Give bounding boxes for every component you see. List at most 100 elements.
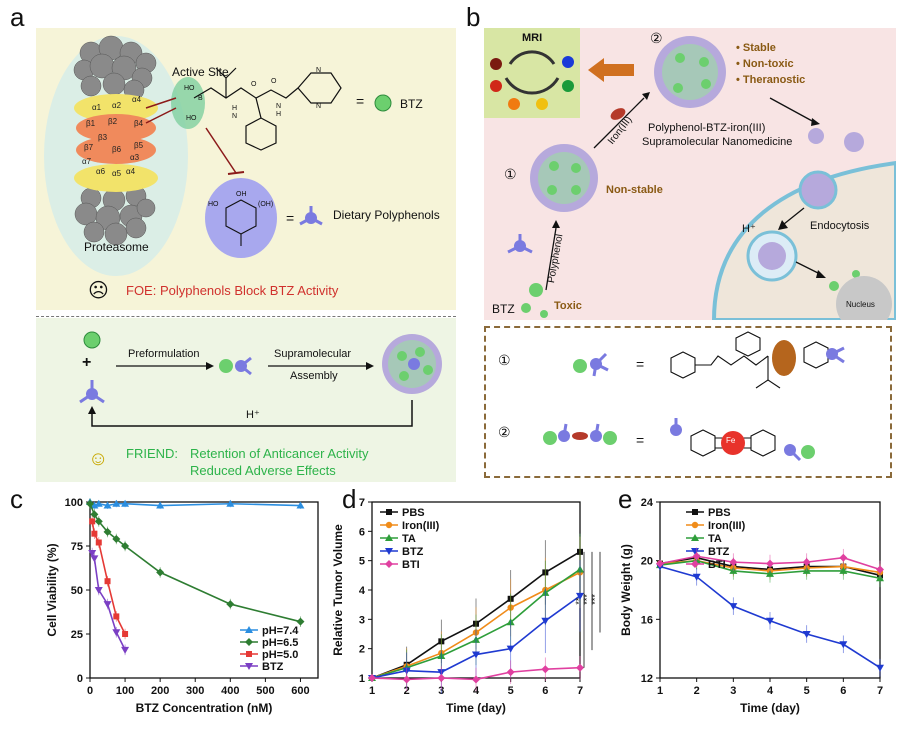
legend-label: PBS bbox=[402, 507, 425, 519]
significance-label: ** bbox=[574, 597, 584, 605]
data-point bbox=[692, 573, 701, 581]
panel-c-label: c bbox=[10, 484, 23, 514]
panel-a-label: a bbox=[10, 2, 25, 32]
x-tick-label: 4 bbox=[767, 685, 774, 697]
svg-text:α4: α4 bbox=[126, 167, 136, 176]
mri-box bbox=[484, 28, 580, 118]
data-point bbox=[839, 566, 848, 574]
y-tick-label: 4 bbox=[359, 585, 366, 597]
legend-marker bbox=[386, 509, 392, 515]
y-tick-label: 12 bbox=[641, 673, 653, 685]
x-axis-label: Time (day) bbox=[740, 701, 800, 715]
plot-frame bbox=[659, 501, 881, 679]
svg-text:β6: β6 bbox=[112, 145, 122, 154]
legend-label: pH=7.4 bbox=[262, 625, 299, 637]
data-point bbox=[94, 517, 103, 526]
legend-label: Iron(III) bbox=[402, 520, 440, 532]
data-point bbox=[90, 555, 99, 563]
assembly-label: Assembly bbox=[290, 370, 338, 382]
svg-text:N: N bbox=[232, 113, 237, 120]
alpha-rings bbox=[74, 94, 158, 192]
x-tick-label: 100 bbox=[116, 685, 134, 697]
y-tick-label: 6 bbox=[359, 526, 365, 538]
legend-step1: ① bbox=[498, 352, 511, 368]
btz-ball-icon-2 bbox=[83, 331, 101, 349]
data-point bbox=[876, 565, 884, 574]
stable-label: • Stable bbox=[736, 42, 776, 54]
data-point bbox=[156, 568, 165, 577]
data-point bbox=[729, 603, 738, 611]
svg-text:=: = bbox=[286, 210, 294, 226]
legend-marker bbox=[245, 663, 253, 670]
legend-label: BTI bbox=[708, 559, 726, 571]
data-point bbox=[368, 674, 376, 682]
x-tick-label: 7 bbox=[877, 685, 883, 697]
x-tick-label: 5 bbox=[508, 685, 514, 697]
data-point bbox=[121, 542, 130, 550]
legend-label: TA bbox=[708, 533, 722, 545]
legend-label: BTZ bbox=[402, 546, 424, 558]
chart-d: 12345671234567Time (day)Relative Tumor V… bbox=[331, 497, 601, 715]
svg-text:α2: α2 bbox=[112, 101, 122, 110]
mri-label: MRI bbox=[522, 32, 543, 44]
data-point bbox=[112, 534, 121, 543]
legend-marker bbox=[246, 651, 252, 657]
beta-rings bbox=[76, 114, 156, 164]
data-point bbox=[122, 631, 129, 637]
data-point bbox=[88, 550, 97, 558]
active-site-arrow bbox=[145, 97, 177, 109]
polyphenols-label: Dietary Polyphenols bbox=[333, 208, 440, 222]
x-tick-label: 1 bbox=[657, 685, 663, 697]
svg-text:(OH): (OH) bbox=[258, 201, 273, 208]
panel-a-bottom: + Preformulation Supramolecular Assembly… bbox=[36, 318, 456, 482]
stable-nanoparticle bbox=[654, 36, 726, 108]
svg-text:β4: β4 bbox=[134, 119, 144, 128]
data-point bbox=[402, 675, 411, 684]
data-point bbox=[226, 499, 235, 507]
data-point bbox=[729, 558, 738, 567]
nanomedicine-diagram bbox=[484, 28, 898, 332]
data-point bbox=[656, 559, 664, 568]
x-tick-label: 500 bbox=[256, 685, 274, 697]
data-point bbox=[472, 651, 480, 659]
y-axis-label: Body Weight (g) bbox=[619, 544, 633, 636]
legend-marker bbox=[691, 521, 699, 529]
btz-structure bbox=[193, 67, 342, 151]
data-point bbox=[839, 641, 848, 649]
nucleus bbox=[836, 276, 892, 332]
y-tick-label: 0 bbox=[77, 673, 83, 685]
panel-e-label: e bbox=[618, 484, 633, 514]
legend-label: pH=6.5 bbox=[262, 637, 298, 649]
x-tick-label: 6 bbox=[840, 685, 846, 697]
data-point bbox=[112, 499, 121, 507]
data-point bbox=[766, 559, 774, 568]
data-point bbox=[472, 675, 480, 684]
x-tick-label: 4 bbox=[473, 685, 480, 697]
data-point bbox=[156, 501, 165, 509]
polyphenol-oval bbox=[205, 178, 277, 258]
btz-ball-icon bbox=[374, 94, 392, 112]
legend-marker bbox=[385, 534, 393, 541]
hplus-label: H⁺ bbox=[246, 409, 260, 421]
svg-text:BTZ: BTZ bbox=[400, 97, 423, 111]
data-point bbox=[226, 600, 235, 609]
legend-label: Iron(III) bbox=[708, 520, 746, 532]
x-tick-label: 5 bbox=[804, 685, 810, 697]
data-point bbox=[506, 645, 515, 653]
legend-marker bbox=[245, 626, 253, 633]
proteasome-diagram: α1 α2 α4 β1 β2 β4 β3 β7 β6 β5 α7 α3 α6 α5 α4 Activ… bbox=[44, 35, 423, 276]
panel-d-label: d bbox=[342, 484, 357, 514]
svg-text:HO: HO bbox=[186, 115, 197, 122]
assembly-diagram bbox=[79, 331, 442, 427]
data-point bbox=[296, 501, 305, 509]
friend-line2: Reduced Adverse Effects bbox=[190, 463, 336, 478]
hplus-return-arrow bbox=[91, 400, 413, 427]
friend-label: FRIEND: bbox=[126, 446, 178, 461]
x-tick-label: 3 bbox=[730, 685, 736, 697]
y-tick-label: 1 bbox=[359, 673, 365, 685]
mri-arrow bbox=[588, 58, 634, 82]
svg-text:β2: β2 bbox=[108, 117, 118, 126]
svg-text:HO: HO bbox=[208, 201, 219, 208]
